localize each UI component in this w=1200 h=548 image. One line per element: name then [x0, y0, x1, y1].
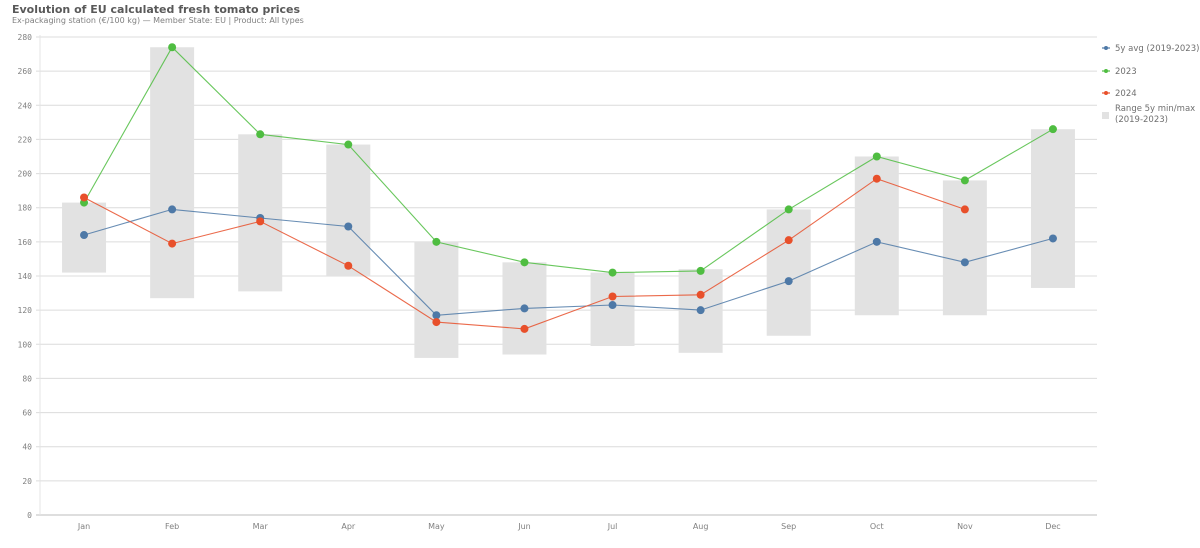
y-tick-label: 100 — [18, 340, 33, 349]
chart-title: Evolution of EU calculated fresh tomato … — [12, 3, 301, 16]
data-point — [608, 301, 617, 310]
data-point — [960, 205, 969, 214]
data-point — [344, 261, 353, 270]
data-point — [256, 130, 265, 139]
x-tick-label: Apr — [341, 522, 356, 531]
x-tick-label: Dec — [1045, 522, 1060, 531]
data-point — [168, 43, 177, 52]
range-box — [238, 134, 283, 292]
data-point — [80, 193, 89, 202]
x-tick-label: Sep — [781, 522, 796, 531]
legend-label: 5y avg (2019-2023) — [1115, 44, 1199, 54]
range-box — [854, 156, 899, 316]
data-point — [1048, 125, 1057, 134]
data-point — [960, 258, 969, 267]
legend-label: 2023 — [1115, 67, 1137, 77]
range-box — [942, 180, 987, 316]
legend: 5y avg (2019-2023) 2023 2024 Range 5y min/m… — [1102, 44, 1199, 125]
data-point — [168, 239, 177, 248]
data-point — [1048, 234, 1057, 243]
data-point — [872, 174, 881, 183]
data-point — [520, 304, 529, 313]
y-tick-label: 240 — [18, 101, 33, 110]
data-point — [608, 268, 617, 277]
y-tick-label: 140 — [18, 272, 33, 281]
data-point — [784, 277, 793, 286]
y-tick-label: 120 — [18, 306, 33, 315]
x-tick-label: Jul — [607, 522, 618, 531]
y-tick-label: 200 — [18, 170, 33, 179]
data-point — [80, 231, 89, 240]
y-tick-label: 220 — [18, 135, 33, 144]
y-tick-label: 60 — [22, 409, 32, 418]
range-box — [766, 209, 811, 336]
range-box — [1030, 129, 1075, 288]
series-line — [83, 208, 1054, 316]
series-lines — [83, 46, 1054, 330]
range-boxes — [62, 47, 1075, 358]
gridlines — [36, 36, 1097, 516]
x-tick-label: Mar — [253, 522, 269, 531]
series-line — [83, 46, 1054, 274]
range-box — [326, 144, 371, 276]
y-tick-label: 260 — [18, 67, 33, 76]
x-tick-label: Jan — [77, 522, 90, 531]
data-point — [784, 236, 793, 245]
series-points — [80, 43, 1057, 333]
x-tick-label: Aug — [693, 522, 709, 531]
legend-swatch — [1102, 112, 1109, 119]
data-point — [432, 237, 441, 246]
data-point — [520, 258, 529, 267]
y-tick-label: 20 — [22, 477, 32, 486]
data-point — [168, 205, 177, 214]
legend-swatch-dot — [1104, 91, 1108, 95]
data-point — [872, 152, 881, 161]
range-box — [150, 47, 195, 299]
data-point — [344, 140, 353, 149]
x-tick-label: May — [428, 522, 445, 531]
legend-label: (2019-2023) — [1115, 115, 1168, 125]
data-point — [608, 292, 617, 301]
y-tick-label: 0 — [27, 511, 32, 520]
x-tick-label: Feb — [165, 522, 179, 531]
y-tick-label: 80 — [22, 374, 32, 383]
data-point — [696, 266, 705, 275]
data-point — [432, 318, 441, 327]
data-point — [432, 311, 441, 320]
data-point — [696, 306, 705, 315]
data-point — [344, 222, 353, 231]
y-tick-label: 280 — [18, 33, 33, 42]
x-tick-label: Jun — [517, 522, 531, 531]
y-tick-label: 160 — [18, 238, 33, 247]
y-axis: 0 20 40 60 80 100 120 140 160 180 200 220 240 260 280 — [18, 33, 41, 520]
data-point — [872, 237, 881, 246]
x-tick-label: Nov — [957, 522, 973, 531]
data-point — [520, 324, 529, 333]
legend-swatch-dot — [1104, 69, 1108, 73]
chart-subtitle: Ex-packaging station (€/100 kg) — Member… — [12, 16, 304, 25]
data-point — [784, 205, 793, 214]
data-point — [256, 217, 265, 226]
x-tick-label: Oct — [870, 522, 884, 531]
data-point — [696, 290, 705, 299]
y-tick-label: 40 — [22, 443, 32, 452]
legend-label: Range 5y min/max — [1115, 104, 1195, 114]
legend-swatch-dot — [1104, 46, 1108, 50]
data-point — [960, 176, 969, 185]
x-axis: Jan Feb Mar Apr May Jun Jul Aug Sep Oct Nov Dec — [77, 522, 1061, 531]
y-tick-label: 180 — [18, 204, 33, 213]
legend-label: 2024 — [1115, 89, 1137, 99]
range-box — [590, 272, 635, 346]
